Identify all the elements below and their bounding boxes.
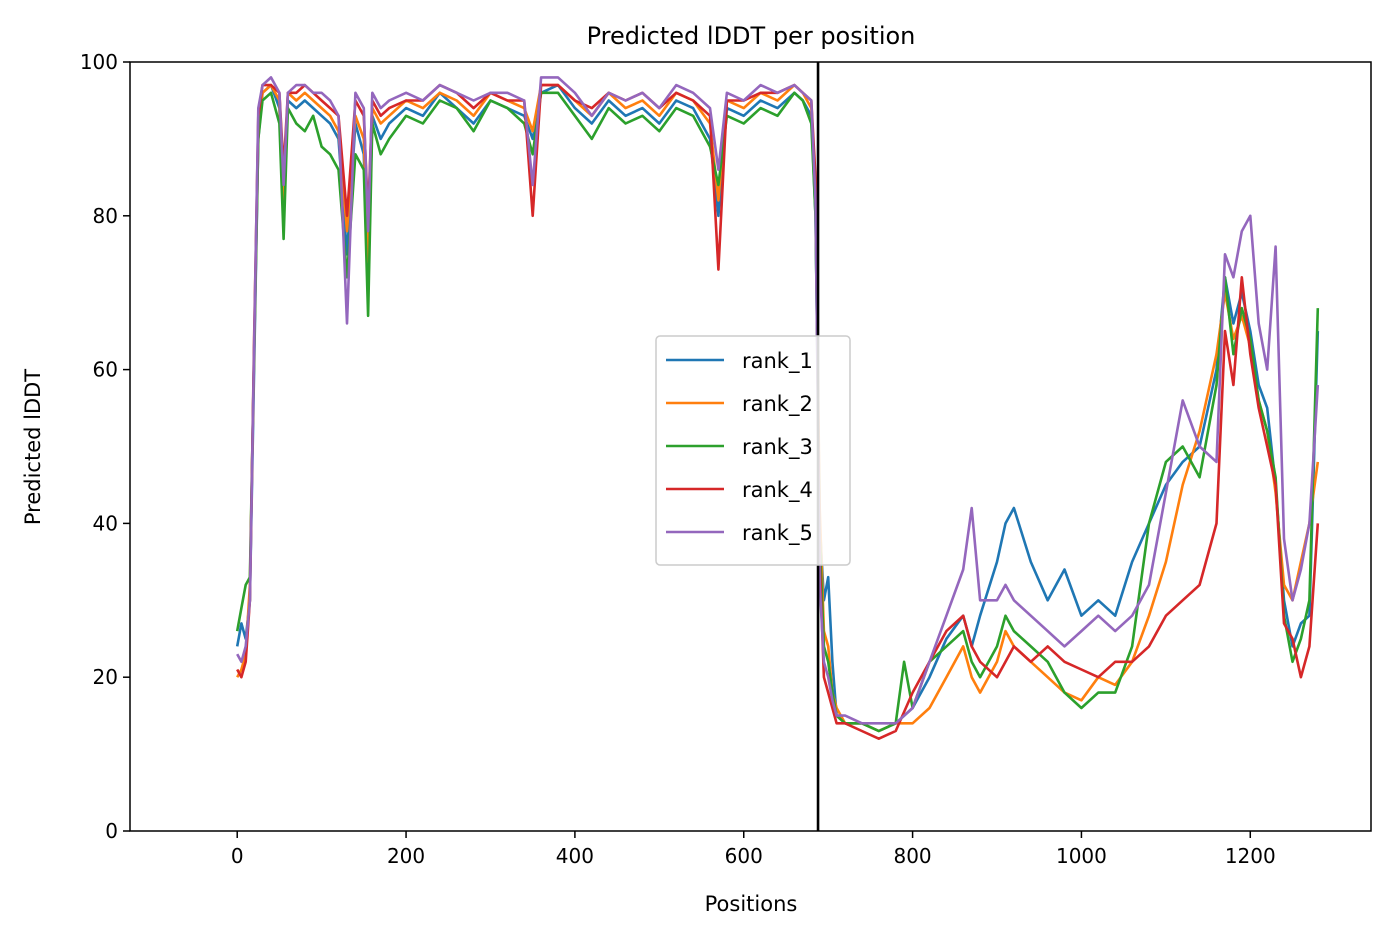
x-tick-label: 0 bbox=[231, 844, 244, 868]
y-tick-label: 20 bbox=[93, 665, 118, 689]
x-tick-label: 800 bbox=[893, 844, 931, 868]
series-line-rank_3 bbox=[235, 91, 1320, 733]
legend-label-rank_4: rank_4 bbox=[742, 478, 813, 503]
x-tick-label: 600 bbox=[725, 844, 763, 868]
x-tick-label: 1200 bbox=[1225, 844, 1276, 868]
x-axis-ticks: 0 200 400 600 800 1000 1200 bbox=[231, 831, 1276, 868]
y-axis-ticks: 0 20 40 60 80 100 bbox=[80, 50, 130, 843]
x-tick-label: 200 bbox=[387, 844, 425, 868]
y-tick-label: 80 bbox=[93, 204, 118, 228]
legend-label-rank_2: rank_2 bbox=[742, 392, 813, 417]
plot-frame bbox=[129, 61, 1372, 832]
legend: rank_1 rank_2 rank_3 rank_4 rank_5 bbox=[655, 335, 851, 566]
y-tick-label: 60 bbox=[93, 358, 118, 382]
y-tick-label: 40 bbox=[93, 511, 118, 535]
legend-label-rank_5: rank_5 bbox=[742, 521, 813, 546]
legend-label-rank_3: rank_3 bbox=[742, 435, 813, 460]
legend-label-rank_1: rank_1 bbox=[742, 349, 813, 374]
legend-box bbox=[655, 335, 851, 566]
chart-title: Predicted lDDT per position bbox=[587, 22, 916, 50]
series-line-rank_5 bbox=[236, 76, 1320, 725]
x-tick-label: 1000 bbox=[1056, 844, 1107, 868]
y-tick-label: 100 bbox=[80, 50, 118, 74]
x-tick-label: 400 bbox=[556, 844, 594, 868]
y-tick-label: 0 bbox=[105, 819, 118, 843]
y-axis-label: Predicted lDDT bbox=[21, 369, 45, 525]
x-axis-label: Positions bbox=[705, 892, 798, 916]
series-line-rank_1 bbox=[235, 83, 1320, 733]
